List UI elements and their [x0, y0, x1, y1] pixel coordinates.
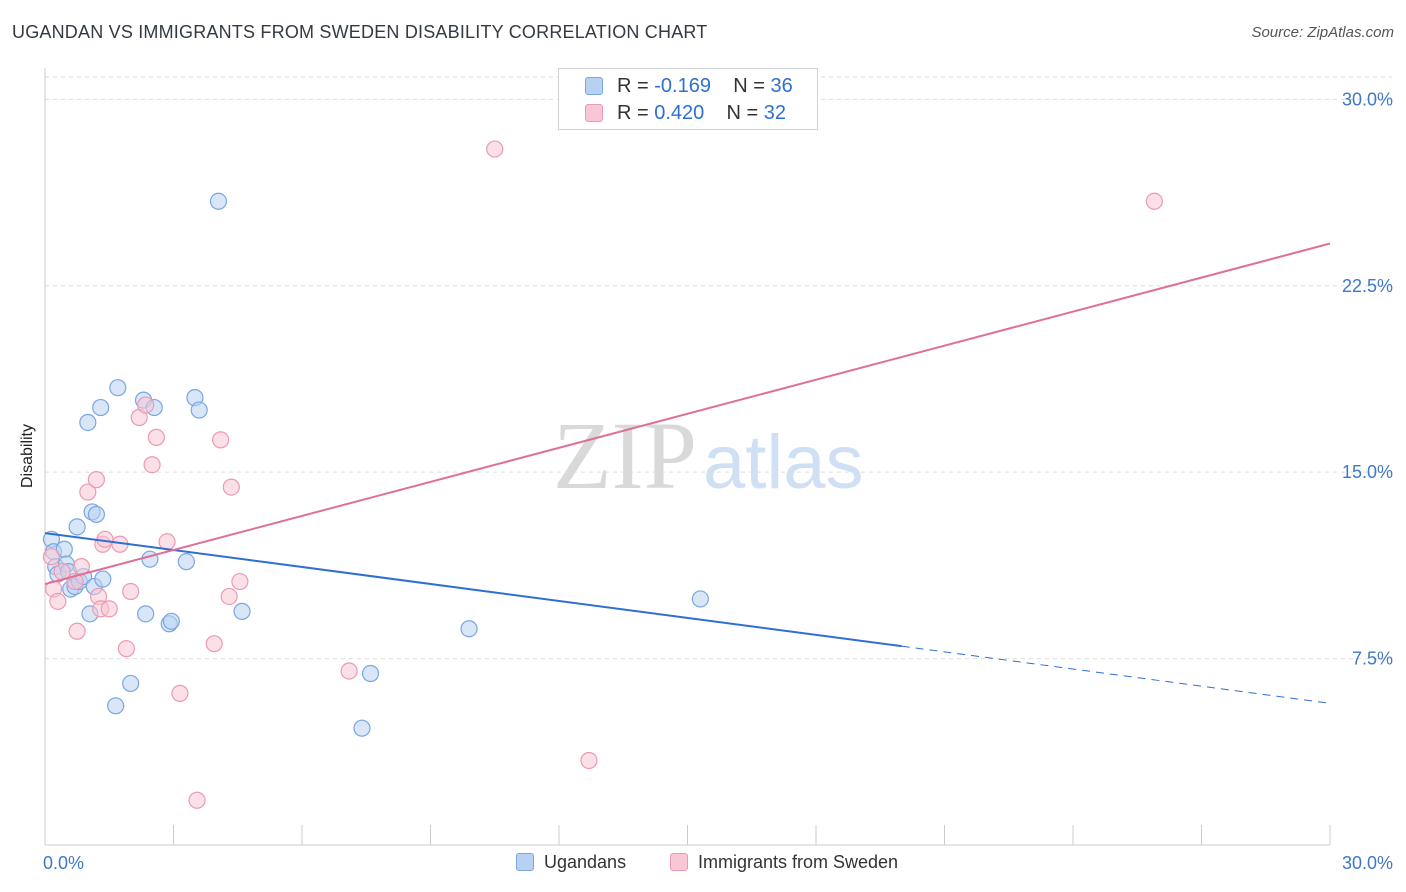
y-tick-label: 22.5%: [1342, 276, 1393, 296]
y-tick-label: 7.5%: [1352, 649, 1393, 669]
sweden-point: [231, 572, 249, 591]
ugandan-point: [109, 379, 127, 397]
sweden-point: [42, 548, 61, 566]
ugandan-point: [460, 620, 478, 638]
tick-labels: 7.5% 15.0% 22.5% 30.0% 0.0% 30.0%: [43, 89, 1393, 873]
sweden-point: [1145, 192, 1163, 210]
stats-text-sweden: R = 0.420 N = 32: [617, 102, 786, 125]
sweden-point: [188, 791, 206, 809]
sweden-point: [147, 428, 165, 446]
ugandan-point: [361, 664, 380, 683]
ugandan-point: [87, 505, 106, 524]
sweden-point: [205, 635, 223, 653]
sweden-point: [68, 622, 86, 640]
legend-item-ugandans[interactable]: Ugandans: [516, 852, 626, 873]
x-tick-label-max: 30.0%: [1342, 853, 1393, 873]
sweden-swatch: [585, 104, 603, 122]
ugandan-point: [162, 612, 180, 630]
y-tick-label: 15.0%: [1342, 462, 1393, 482]
stats-text-ugandans: R = -0.169 N = 36: [617, 75, 793, 98]
ugandan-point: [233, 602, 251, 620]
watermark: ZIPatlas: [553, 400, 864, 511]
sweden-point: [486, 140, 504, 158]
sweden-point: [117, 640, 135, 658]
watermark-atlas: atlas: [703, 420, 864, 505]
y-tick-label: 30.0%: [1342, 89, 1393, 109]
sweden-point: [212, 431, 230, 449]
n-label: N =: [726, 102, 759, 124]
sweden-point: [122, 582, 140, 601]
r-label: R =: [617, 75, 649, 97]
legend-label-ugandans: Ugandans: [544, 852, 627, 872]
sweden-point: [137, 396, 155, 414]
sweden-point: [222, 478, 240, 496]
ugandans-trend-extension: [901, 645, 1331, 704]
ugandan-point: [209, 192, 228, 210]
sweden-point: [340, 662, 358, 680]
stats-legend: R = -0.169 N = 36 R = 0.420 N = 32: [558, 68, 818, 130]
data-points: [42, 140, 1163, 809]
sweden-trend-line: [44, 242, 1331, 585]
ugandan-point: [190, 401, 208, 419]
sweden-point: [49, 592, 67, 611]
ugandan-point: [137, 605, 155, 623]
ugandan-point: [691, 590, 709, 608]
ugandan-point: [177, 553, 195, 571]
sweden-point: [220, 587, 238, 606]
ugandan-point: [92, 398, 110, 417]
axes: [44, 68, 1331, 846]
ugandan-point: [141, 550, 159, 568]
sweden-point: [580, 751, 598, 770]
source-label: Source: ZipAtlas.com: [1251, 24, 1394, 41]
ugandan-point: [79, 413, 97, 432]
ugandan-point: [107, 697, 125, 715]
sweden-point: [143, 456, 161, 474]
chart-title: UGANDAN VS IMMIGRANTS FROM SWEDEN DISABI…: [12, 22, 708, 42]
x-tick-label-min: 0.0%: [43, 853, 84, 873]
r-value: -0.169: [654, 75, 711, 97]
n-value: 36: [770, 75, 793, 97]
grid-lines: [45, 76, 1392, 660]
ugandan-point: [122, 674, 140, 693]
sweden-point: [158, 533, 176, 551]
r-value: 0.420: [654, 102, 705, 124]
n-label: N =: [733, 75, 765, 97]
sweden-point: [79, 483, 97, 501]
sweden-legend-swatch: [670, 853, 688, 871]
n-value: 32: [763, 102, 787, 124]
ugandan-point: [68, 518, 86, 536]
legend-label-sweden: Immigrants from Sweden: [698, 852, 899, 872]
ugandans-swatch: [585, 77, 603, 95]
r-label: R =: [617, 102, 649, 124]
legend-item-sweden[interactable]: Immigrants from Sweden: [670, 852, 898, 873]
ugandan-point: [353, 719, 371, 737]
ugandans-legend-swatch: [516, 853, 534, 871]
ugandans-trend-line: [44, 532, 902, 648]
ugandan-point: [94, 570, 112, 588]
watermark-zip: ZIP: [553, 402, 697, 509]
sweden-point: [171, 684, 189, 702]
trend-lines: [44, 242, 1331, 704]
sweden-point: [87, 471, 106, 489]
sweden-point: [100, 600, 118, 618]
